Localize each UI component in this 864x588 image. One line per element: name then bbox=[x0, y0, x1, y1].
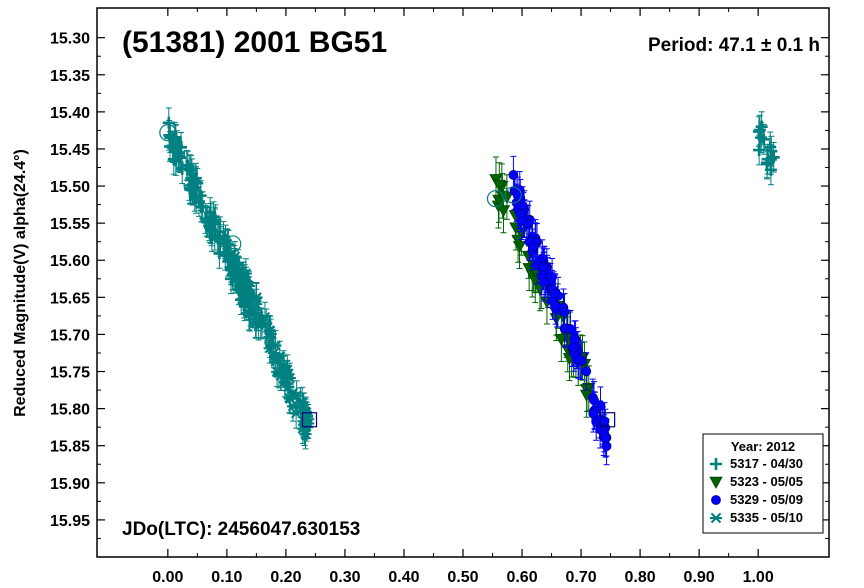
x-tick-label: 0.60 bbox=[506, 569, 537, 586]
y-tick-label: 15.95 bbox=[50, 513, 90, 530]
data-point bbox=[559, 307, 570, 318]
period-label: Period: 47.1 ± 0.1 h bbox=[648, 35, 820, 56]
data-point bbox=[710, 458, 722, 470]
data-point bbox=[214, 225, 227, 238]
data-point bbox=[184, 182, 197, 195]
data-point bbox=[753, 124, 766, 137]
jd-label: JDo(LTC): 2456047.630153 bbox=[122, 519, 360, 540]
data-point bbox=[709, 476, 723, 489]
data-point bbox=[538, 262, 549, 273]
y-tick-label: 15.30 bbox=[50, 31, 90, 48]
data-point bbox=[271, 366, 284, 378]
highlight-square bbox=[600, 412, 616, 428]
data-point bbox=[284, 393, 297, 404]
legend: Year: 2012 5317 - 04/30 5323 - 05/05 5329 … bbox=[702, 433, 824, 534]
highlight-circle bbox=[486, 190, 505, 208]
data-point bbox=[278, 376, 291, 388]
x-tick-label: 0.00 bbox=[152, 569, 183, 586]
x-tick-label: 0.70 bbox=[565, 569, 596, 586]
data-point bbox=[527, 242, 538, 253]
data-point bbox=[767, 151, 780, 164]
data-point bbox=[166, 141, 179, 154]
axes: 0.00 0.10 0.20 0.30 0.40 0.50 0.60 0.70 0.80 0.90… bbox=[50, 8, 829, 586]
legend-entry-label: 5335 - 05/10 bbox=[730, 510, 803, 525]
data-point bbox=[267, 347, 280, 359]
y-tick-label: 15.90 bbox=[50, 476, 90, 493]
y-tick-label: 15.70 bbox=[50, 327, 90, 344]
data-point bbox=[250, 310, 263, 321]
data-point bbox=[539, 277, 550, 288]
data-point bbox=[568, 342, 579, 353]
legend-entry-label: 5329 - 05/09 bbox=[730, 492, 803, 507]
y-tick-label: 15.60 bbox=[50, 253, 90, 270]
highlight-square bbox=[301, 412, 318, 428]
legend-title: Year: 2012 bbox=[731, 439, 795, 454]
series-circle bbox=[508, 155, 612, 466]
y-tick-label: 15.75 bbox=[50, 365, 90, 382]
data-point bbox=[569, 334, 580, 345]
data-point bbox=[588, 408, 599, 419]
y-tick-label: 15.65 bbox=[50, 290, 90, 307]
y-tick-label: 15.35 bbox=[50, 68, 90, 85]
data-point bbox=[517, 200, 528, 211]
data-point bbox=[508, 170, 519, 180]
legend-items: 5317 - 04/30 5323 - 05/05 5329 - 05/09 5335… bbox=[709, 456, 803, 525]
x-tick-label: 0.20 bbox=[270, 569, 301, 586]
data-point bbox=[764, 140, 777, 153]
highlight-circle bbox=[504, 186, 522, 204]
data-point bbox=[244, 292, 257, 303]
series-asterisk bbox=[221, 229, 315, 450]
data-point bbox=[221, 239, 234, 250]
x-tick-label: 0.80 bbox=[625, 569, 656, 586]
y-tick-label: 15.45 bbox=[50, 142, 90, 159]
chart-title: (51381) 2001 BG51 bbox=[122, 26, 387, 59]
y-tick-label: 15.55 bbox=[50, 216, 90, 233]
y-tick-label: 15.40 bbox=[50, 105, 90, 122]
highlight-circle bbox=[224, 235, 242, 253]
y-tick-label: 15.80 bbox=[50, 402, 90, 419]
x-tick-label: 0.10 bbox=[211, 569, 242, 586]
x-tick-label: 0.50 bbox=[447, 569, 478, 586]
y-tick-label: 15.50 bbox=[50, 179, 90, 196]
data-point bbox=[600, 433, 611, 444]
data-point bbox=[581, 366, 592, 377]
data-point bbox=[710, 512, 722, 524]
data-point bbox=[589, 395, 599, 406]
x-tick-label: 0.90 bbox=[684, 569, 715, 586]
data-marks bbox=[159, 107, 780, 466]
legend-entry-label: 5323 - 05/05 bbox=[730, 474, 803, 489]
x-tick-label: 0.30 bbox=[329, 569, 360, 586]
y-tick-label: 15.85 bbox=[50, 439, 90, 456]
data-point bbox=[260, 318, 273, 330]
data-point bbox=[711, 495, 721, 505]
data-point bbox=[599, 416, 610, 427]
y-axis-label: Reduced Magnitude(V) alpha(24.4°) bbox=[12, 149, 29, 417]
data-point bbox=[550, 288, 561, 299]
data-point bbox=[201, 216, 214, 229]
legend-box bbox=[702, 433, 824, 534]
x-tick-label: 1.00 bbox=[743, 569, 774, 586]
x-tick-label: 0.40 bbox=[388, 569, 419, 586]
data-point bbox=[232, 266, 245, 278]
data-point bbox=[187, 173, 200, 186]
data-point bbox=[516, 216, 527, 226]
legend-entry-label: 5317 - 04/30 bbox=[730, 456, 803, 471]
data-point bbox=[574, 354, 584, 364]
highlight-circle bbox=[159, 124, 177, 142]
data-point bbox=[511, 234, 525, 247]
